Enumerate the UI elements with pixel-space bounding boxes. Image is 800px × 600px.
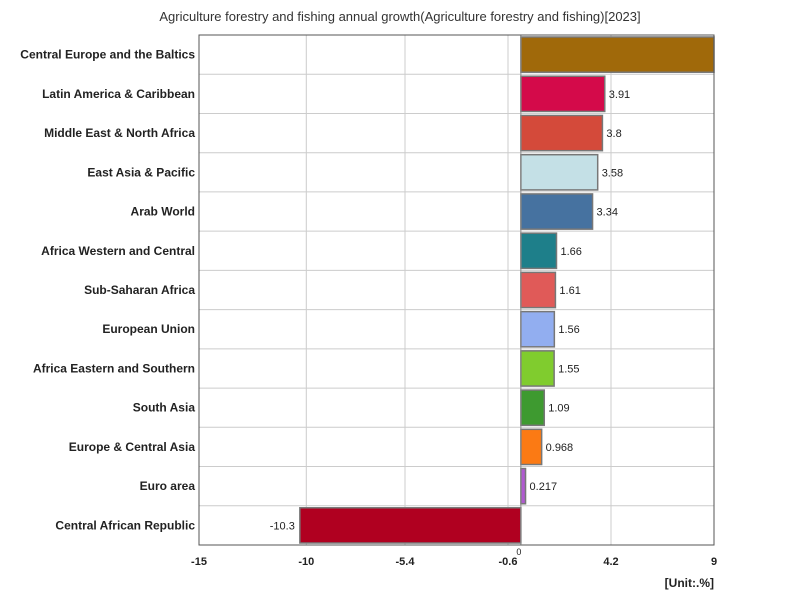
category-label: East Asia & Pacific [87,165,195,179]
tick-label: -5.4 [396,556,416,568]
tick-label: 9 [711,556,717,568]
data-label: -10.3 [270,520,295,532]
data-label: 3.8 [606,128,621,140]
unit-label: [Unit:.%] [664,576,714,590]
bar [520,193,594,230]
category-label: Africa Eastern and Southern [33,361,195,375]
data-label: 3.58 [602,167,623,179]
category-label: European Union [102,322,195,336]
bar [520,153,599,191]
zero-tick-label: 0 [516,547,521,557]
data-label: 0.217 [530,481,558,493]
category-label: Central African Republic [55,518,195,532]
bar [520,310,556,348]
bar [299,507,522,544]
data-label: 1.09 [548,403,569,415]
data-label: 3.34 [597,207,618,219]
data-label: 1.55 [558,363,579,375]
category-label: Euro area [140,479,196,493]
bar [520,75,606,113]
data-label: 1.56 [558,324,579,336]
bar [520,271,557,309]
tick-label: 4.2 [603,556,618,568]
tick-label: -0.6 [499,556,518,568]
bar [520,428,543,466]
data-label: 1.66 [560,246,581,258]
data-label: 3.91 [609,89,630,101]
category-label: Middle East & North Africa [44,126,195,140]
category-label: Central Europe and the Baltics [20,48,195,62]
category-label: South Asia [133,401,196,415]
bar [520,232,558,270]
tick-label: -10 [298,556,314,568]
category-label: Europe & Central Asia [69,440,196,454]
category-label: Sub-Saharan Africa [84,283,195,297]
bar [520,467,527,505]
category-label: Latin America & Caribbean [42,87,195,101]
plot-area [199,35,714,545]
bar [520,350,555,387]
chart-title: Agriculture forestry and fishing annual … [159,9,641,24]
data-label: 0.968 [546,442,574,454]
data-label: 1.61 [559,285,580,297]
plot-border [198,34,715,546]
category-label: Africa Western and Central [41,244,195,258]
category-label: Arab World [131,205,195,219]
bar [520,114,604,152]
bar [520,389,546,427]
tick-label: -15 [191,556,207,568]
bar [520,36,715,73]
